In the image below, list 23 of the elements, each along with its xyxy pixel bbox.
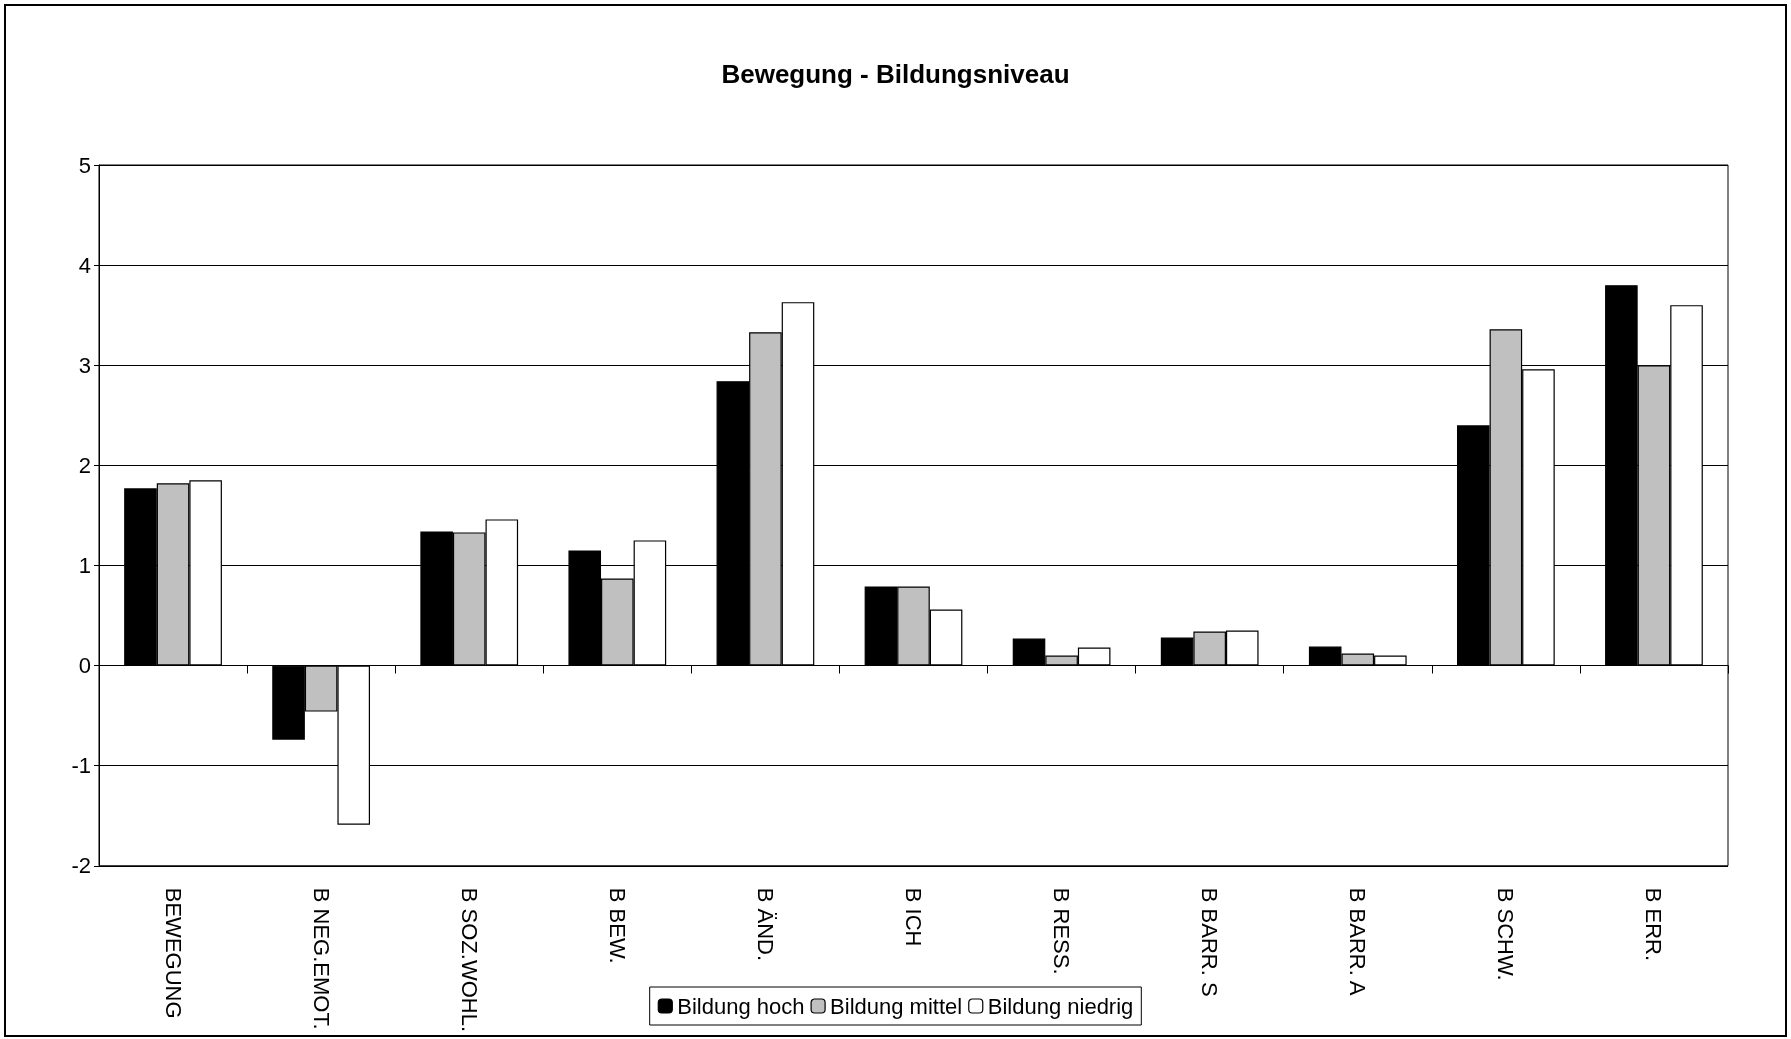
y-tick-label: 2: [78, 452, 91, 478]
legend-label: Bildung niedrig: [987, 993, 1134, 1019]
x-tick-label: B SOZ.WOHL.: [456, 887, 482, 1033]
y-tick-label: 4: [78, 252, 91, 278]
x-tick-label: B ICH: [901, 887, 926, 947]
x-tick-label: B ERR.: [1641, 887, 1667, 962]
legend-label: Bildung hoch: [677, 993, 805, 1019]
y-tick-label: -1: [71, 753, 91, 779]
x-tick-label: B BARR. A: [1345, 887, 1371, 996]
y-tick-label: -2: [71, 853, 91, 879]
y-tick-label: 5: [78, 152, 91, 178]
x-tick-label: B BEW.: [604, 887, 630, 964]
x-tick-label: B BARR. S: [1197, 887, 1223, 997]
x-tick-label: BEWEGUNG: [160, 887, 186, 1019]
x-tick-label: B RESS.: [1049, 887, 1075, 975]
x-tick-label: B ÄND.: [752, 887, 778, 962]
y-tick-label: 1: [78, 552, 91, 578]
y-tick-label: 3: [78, 352, 91, 378]
legend-label: Bildung mittel: [830, 993, 963, 1019]
x-tick-label: B NEG.EMOT.: [308, 887, 334, 1030]
x-tick-label: B SCHW.: [1493, 887, 1519, 981]
chart-title: Bewegung - Bildungsniveau: [721, 59, 1070, 89]
y-tick-label: 0: [78, 653, 91, 679]
